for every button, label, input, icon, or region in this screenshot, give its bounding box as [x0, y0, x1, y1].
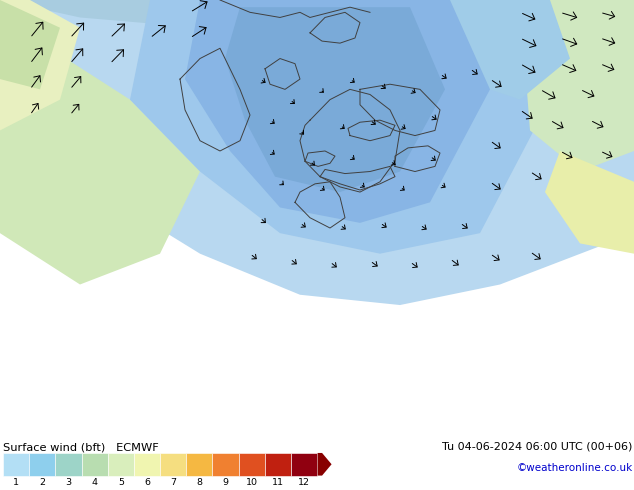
Polygon shape	[300, 0, 380, 28]
Bar	[56, 453, 82, 476]
Text: 12: 12	[298, 478, 310, 487]
Bar	[212, 453, 238, 476]
Polygon shape	[185, 0, 490, 223]
Bar	[108, 453, 134, 476]
Polygon shape	[130, 0, 550, 254]
Bar	[134, 453, 160, 476]
Text: 8: 8	[197, 478, 202, 487]
Text: 5: 5	[118, 478, 124, 487]
Text: 1: 1	[13, 478, 19, 487]
Polygon shape	[210, 0, 340, 89]
Polygon shape	[0, 0, 634, 58]
Text: ©weatheronline.co.uk: ©weatheronline.co.uk	[517, 463, 633, 473]
Bar	[238, 453, 265, 476]
Bar	[82, 453, 108, 476]
Text: Surface wind (bft)   ECMWF: Surface wind (bft) ECMWF	[3, 442, 159, 453]
Polygon shape	[260, 0, 460, 130]
Polygon shape	[480, 0, 634, 99]
FancyArrow shape	[318, 453, 332, 476]
Bar	[3, 453, 29, 476]
Polygon shape	[225, 7, 445, 192]
Polygon shape	[450, 0, 570, 99]
Polygon shape	[0, 0, 80, 130]
Text: 3: 3	[65, 478, 72, 487]
Text: 10: 10	[245, 478, 257, 487]
Bar	[29, 453, 56, 476]
Bar	[186, 453, 212, 476]
Bar	[265, 453, 291, 476]
Text: 9: 9	[223, 478, 228, 487]
Polygon shape	[0, 0, 60, 89]
Polygon shape	[0, 0, 200, 285]
Bar	[160, 453, 186, 476]
Text: 4: 4	[92, 478, 98, 487]
Text: 6: 6	[144, 478, 150, 487]
Polygon shape	[0, 0, 634, 305]
Text: 7: 7	[170, 478, 176, 487]
Polygon shape	[545, 151, 634, 254]
Bar	[291, 453, 317, 476]
Polygon shape	[520, 0, 634, 172]
Text: 11: 11	[272, 478, 284, 487]
Text: 2: 2	[39, 478, 46, 487]
Text: Tu 04-06-2024 06:00 UTC (00+06): Tu 04-06-2024 06:00 UTC (00+06)	[443, 441, 633, 451]
